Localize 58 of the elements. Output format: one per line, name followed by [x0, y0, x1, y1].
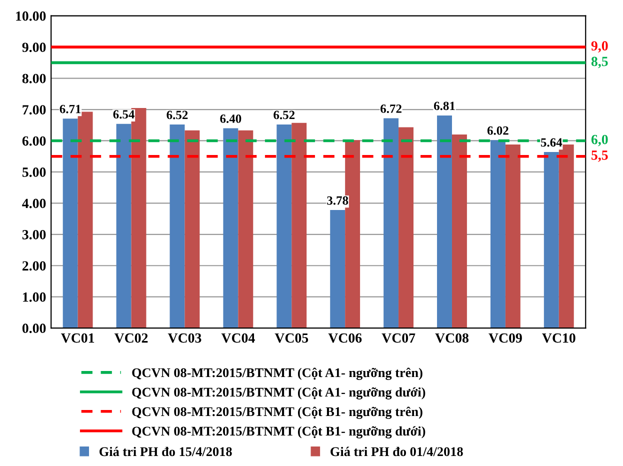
- bar: [238, 130, 254, 328]
- y-tick-label: 8.00: [22, 74, 46, 84]
- ref-line-label: 9,0: [591, 41, 608, 53]
- text: QCVN 08-MT:2015/BTNMT (Cột B1- ngưỡng dưới): [132, 426, 426, 438]
- y-tick-label: 0.00: [22, 324, 46, 334]
- x-tick-label: VC04: [221, 333, 255, 343]
- data-label: 6.54: [113, 110, 134, 119]
- bar: [544, 152, 559, 328]
- y-tick-label: 3.00: [22, 230, 46, 240]
- ref-line-label: 5,5: [592, 150, 608, 162]
- x-tick-label: VC02: [114, 333, 148, 343]
- bar: [276, 124, 292, 328]
- data-label: 6.72: [380, 104, 402, 113]
- y-tick-label: 4.00: [22, 198, 46, 208]
- x-tick-label: VC03: [168, 333, 202, 343]
- bar: [330, 210, 346, 328]
- text: QCVN 08-MT:2015/BTNMT (Cột A1- ngưỡng trên): [132, 368, 422, 380]
- bar: [62, 118, 78, 328]
- y-tick-label: 2.00: [22, 261, 46, 271]
- y-tick-label: 1.00: [23, 292, 46, 302]
- bar: [184, 130, 200, 328]
- legend-label: Giá tri PH đo 15/4/2018: [100, 446, 232, 456]
- text: QCVN 08-MT:2015/BTNMT (Cột A1- ngưỡng dưới): [132, 387, 426, 400]
- data-label: 6.81: [434, 102, 455, 110]
- text: QCVN 08-MT:2015/BTNMT (Cột B1- ngưỡng trên): [132, 406, 422, 419]
- bar: [490, 140, 506, 328]
- data-label: 6.02: [487, 126, 508, 135]
- ref-line-label: 8,5: [591, 56, 608, 68]
- x-tick-label: VC01: [60, 333, 94, 343]
- data-label: 6.71: [60, 104, 81, 114]
- bar: [505, 144, 520, 328]
- y-tick-label: 5.00: [22, 168, 46, 177]
- data-label: 6.52: [274, 110, 295, 120]
- data-label: 3.78: [327, 196, 348, 205]
- data-label: 6.52: [166, 110, 188, 120]
- bar: [292, 122, 307, 328]
- y-tick-label: 10.00: [16, 11, 46, 21]
- x-tick-label: VC06: [328, 333, 362, 343]
- legend-label: Giá tri PH đo 01/4/2018: [330, 446, 463, 456]
- x-tick-label: VC08: [435, 333, 468, 343]
- x-tick-label: VC10: [542, 333, 576, 343]
- bar: [78, 112, 93, 328]
- y-tick-label: 6.00: [22, 136, 46, 146]
- bar: [437, 115, 452, 328]
- bar: [170, 124, 185, 328]
- bar: [452, 134, 467, 328]
- y-tick-label: 9.00: [22, 42, 46, 52]
- bar: [116, 124, 132, 328]
- bar: [384, 118, 399, 328]
- x-tick-label: VC07: [382, 333, 416, 343]
- data-label: 5.64: [540, 138, 562, 147]
- data-label: 6.40: [220, 114, 242, 123]
- x-tick-label: VC05: [274, 333, 308, 343]
- y-tick-label: 7.00: [22, 105, 46, 115]
- bar: [223, 128, 238, 328]
- x-tick-label: VC09: [488, 333, 522, 343]
- bar: [398, 127, 414, 328]
- ref-line-label: 6,0: [591, 134, 608, 146]
